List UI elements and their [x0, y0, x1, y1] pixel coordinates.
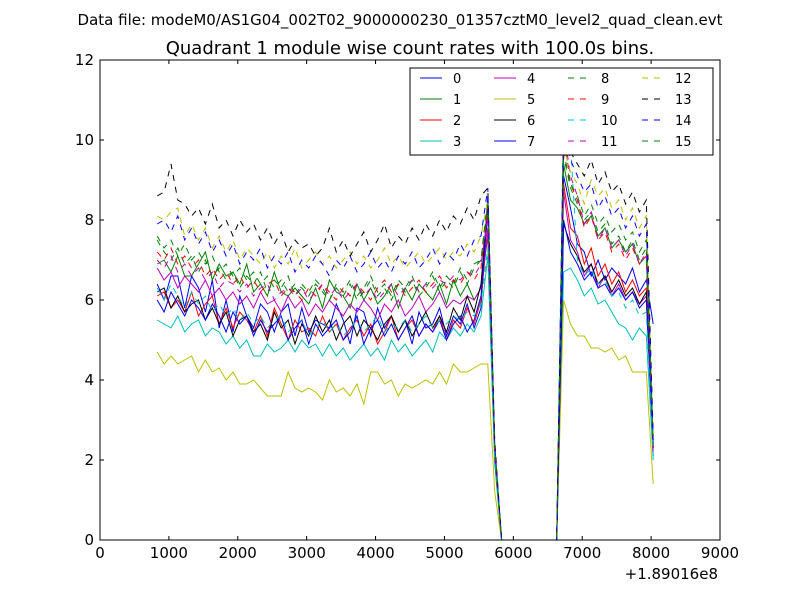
legend-label-2: 2 [453, 114, 461, 129]
series-line-15 [156, 151, 654, 541]
x-tick-label: 4000 [356, 544, 394, 562]
x-tick-label: 7000 [563, 544, 601, 562]
legend-label-14: 14 [675, 114, 692, 129]
x-tick-label: 8000 [632, 544, 670, 562]
legend-label-7: 7 [527, 135, 535, 150]
legend-label-15: 15 [675, 135, 692, 150]
series-line-14 [156, 123, 654, 541]
figure-suptitle: Data file: modeM0/AS1G04_002T02_90000002… [78, 11, 723, 30]
legend-label-11: 11 [601, 135, 618, 150]
series-line-10 [156, 103, 654, 541]
series-line-5 [156, 299, 654, 541]
x-tick-label: 1000 [150, 544, 188, 562]
series-line-8 [156, 155, 654, 541]
x-tick-label: 0 [95, 544, 105, 562]
legend-label-4: 4 [527, 72, 535, 87]
legend-label-9: 9 [601, 93, 609, 108]
y-tick-label: 12 [75, 51, 94, 69]
legend-label-12: 12 [675, 72, 692, 87]
legend-label-5: 5 [527, 93, 535, 108]
chart-title: Quadrant 1 module wise count rates with … [166, 38, 655, 59]
y-tick-label: 2 [84, 451, 94, 469]
legend-label-6: 6 [527, 114, 535, 129]
x-tick-label: 2000 [219, 544, 257, 562]
y-tick-label: 4 [84, 371, 94, 389]
series-line-4 [156, 191, 654, 541]
legend-label-1: 1 [453, 93, 461, 108]
x-tick-label: 5000 [425, 544, 463, 562]
legend-label-3: 3 [453, 135, 461, 150]
series-line-7 [156, 211, 654, 541]
y-tick-label: 8 [84, 211, 94, 229]
axis-ticks: 0 1000 2000 3000 4000 5000 6000 7000 8000 9000 0 2 4… [75, 51, 739, 562]
x-tick-label: 3000 [288, 544, 326, 562]
y-tick-label: 6 [84, 291, 94, 309]
x-tick-label: 6000 [494, 544, 532, 562]
legend-label-0: 0 [453, 72, 461, 87]
y-tick-label: 0 [84, 531, 94, 549]
y-tick-label: 10 [75, 131, 94, 149]
series-line-3 [156, 255, 654, 541]
series-line-12 [156, 147, 654, 541]
legend-label-8: 8 [601, 72, 609, 87]
legend-box [409, 67, 714, 156]
legend-label-13: 13 [675, 93, 692, 108]
series-line-11 [156, 127, 654, 541]
x-offset-label: +1.89016e8 [625, 565, 718, 583]
legend-label-10: 10 [601, 114, 618, 129]
x-tick-label: 9000 [701, 544, 739, 562]
